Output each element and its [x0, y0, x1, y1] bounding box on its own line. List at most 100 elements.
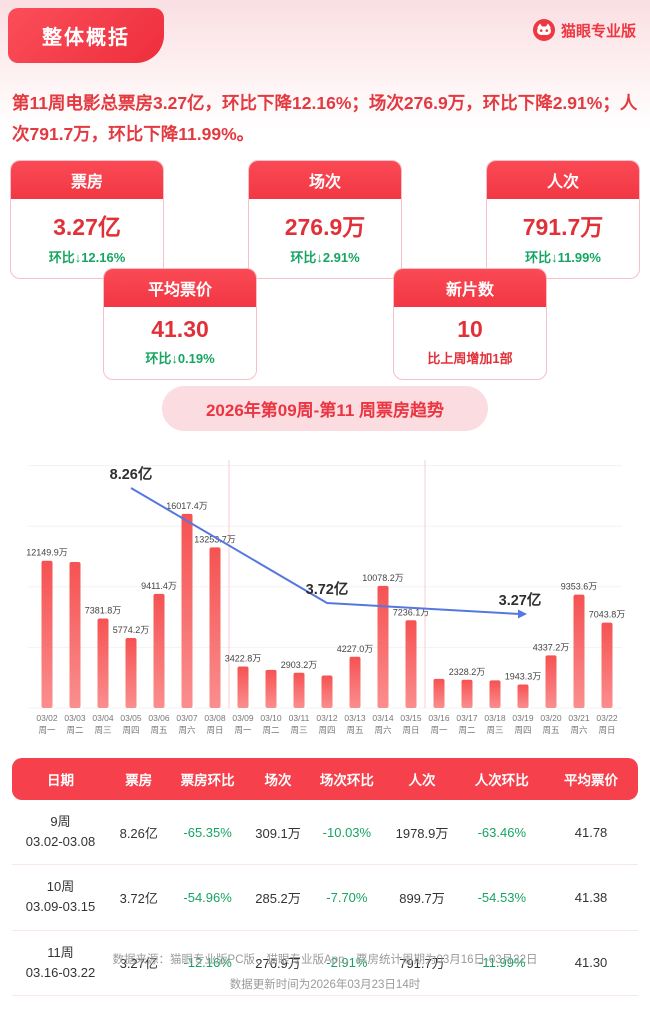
table-cell-week: 10周 03.09-03.15 [25, 879, 96, 915]
x-axis-weekday-label: 周六 [570, 725, 588, 735]
table-header-cell: 人次 [408, 773, 436, 788]
footer-note-source: 数据来源：猫眼专业版PC版、猫眼专业版App，票房统计周期为03月16日-03月… [112, 954, 538, 966]
bar-value-label: 4227.0万 [337, 644, 374, 654]
chart-bar [181, 513, 193, 708]
table-cell: -54.96% [183, 889, 232, 905]
stat-card-value: 276.9万 [284, 214, 366, 240]
x-axis-date-label: 03/05 [120, 713, 142, 723]
chart-bar [125, 638, 137, 708]
x-axis-date-label: 03/17 [456, 713, 478, 723]
x-axis-date-label: 03/06 [148, 713, 170, 723]
bar-value-label: 12149.9万 [26, 548, 68, 558]
stat-card-title: 人次 [487, 161, 639, 199]
stat-card-value: 791.7万 [522, 214, 604, 240]
bar-value-label: 2328.2万 [449, 667, 486, 677]
bar-value-label: 1943.3万 [505, 671, 542, 681]
chart-bar [545, 655, 557, 708]
table-row: 11周 03.16-03.22 3.27亿 -12.16% 276.9万 -2.91% 79… [12, 931, 638, 996]
table-cell: 276.9万 [255, 956, 301, 972]
stat-card-value: 41.30 [151, 316, 209, 342]
table-header-cell: 平均票价 [564, 773, 619, 788]
table-header-cell: 人次环比 [474, 773, 529, 788]
x-axis-weekday-label: 周三 [486, 725, 503, 735]
chart-bar [573, 594, 585, 708]
x-axis-date-label: 03/03 [64, 713, 86, 723]
table-cell-week: 11周 03.16-03.22 [25, 944, 96, 980]
bar-value-label: 7043.8万 [589, 610, 626, 620]
table-cell: -7.70% [326, 889, 368, 905]
x-axis-date-label: 03/10 [260, 713, 282, 723]
table-cell: 8.26亿 [119, 825, 158, 841]
trend-chart: 12149.9万 03/02 周一 03/03 周二 7381.8万 03/04 周三 5774… [26, 460, 626, 735]
brand-name: 猫眼专业版 [560, 22, 636, 40]
stat-card-change: 环比↓12.16% [48, 250, 126, 265]
x-axis-date-label: 03/08 [204, 713, 226, 723]
stat-card-change: 环比↓0.19% [145, 351, 215, 366]
stat-card-change: 环比↓2.91% [290, 250, 360, 265]
chart-bar [461, 679, 473, 708]
summary-text: 第11周电影总票房3.27亿，环比下降12.16%；场次276.9万，环比下降2… [12, 93, 638, 144]
stat-card-title: 票房 [11, 161, 163, 199]
table-cell: 285.2万 [255, 890, 301, 906]
trend-annotation: 3.27亿 [499, 591, 542, 609]
table-cell: -11.99% [478, 955, 526, 971]
chart-bar [321, 675, 333, 708]
trend-line-arrow-icon [518, 609, 527, 619]
x-axis-date-label: 03/21 [568, 713, 590, 723]
x-axis-date-label: 03/04 [92, 713, 114, 723]
stat-cards-row-2: 平均票价 41.30 环比↓0.19% 新片数 10 比上周增加1部 [0, 268, 650, 380]
table-cell: -54.53% [477, 889, 526, 905]
x-axis-weekday-label: 周五 [346, 725, 364, 735]
table-cell: 3.27亿 [119, 956, 158, 972]
bar-value-label: 2903.2万 [281, 660, 318, 670]
stat-card-title: 平均票价 [104, 269, 256, 307]
x-axis-weekday-label: 周五 [542, 725, 560, 735]
x-axis-date-label: 03/22 [596, 713, 618, 723]
table-cell: -2.91% [326, 955, 368, 971]
chart-bar [69, 561, 81, 708]
table-cell: 41.38 [574, 889, 608, 905]
table-body: 9周 03.02-03.08 8.26亿 -65.35% 309.1万 -10.03% 19… [12, 800, 638, 996]
trend-annotation: 3.72亿 [306, 580, 349, 598]
x-axis-weekday-label: 周一 [430, 725, 448, 735]
x-axis-date-label: 03/19 [512, 713, 534, 723]
stat-card-change: 环比↓11.99% [525, 250, 601, 265]
x-axis-date-label: 03/11 [289, 713, 310, 723]
x-axis-weekday-label: 周五 [150, 725, 168, 735]
x-axis-weekday-label: 周一 [38, 725, 56, 735]
x-axis-weekday-label: 周日 [402, 725, 419, 735]
x-axis-weekday-label: 周二 [262, 725, 280, 735]
x-axis-date-label: 03/14 [372, 713, 394, 723]
chart-bar [601, 622, 613, 708]
x-axis-date-label: 03/09 [232, 713, 254, 723]
x-axis-date-label: 03/20 [540, 713, 562, 723]
chart-bar [349, 656, 361, 708]
table-cell: -65.35% [183, 824, 232, 840]
x-axis-weekday-label: 周六 [178, 725, 196, 735]
bar-value-label: 9411.4万 [141, 581, 177, 591]
chart-bar [293, 672, 305, 708]
chart-bar [517, 684, 529, 708]
chart-bar [153, 593, 165, 708]
footer-note-updated: 数据更新时间为2026年03月23日14时 [229, 978, 421, 991]
chart-bar [237, 666, 249, 708]
x-axis-date-label: 03/07 [176, 713, 198, 723]
stat-card-value: 3.27亿 [53, 214, 121, 240]
x-axis-date-label: 03/18 [484, 713, 506, 723]
table-header-row: 日期 票房 票房环比 场次 场次环比 人次 人次环比 平均票价 [12, 758, 638, 800]
x-axis-weekday-label: 周日 [598, 725, 615, 735]
stat-card: 票房 3.27亿环比↓12.16% [10, 160, 164, 279]
bar-value-label: 3422.8万 [225, 654, 262, 664]
table-cell: -10.03% [322, 824, 372, 840]
bar-value-label: 10078.2万 [362, 573, 404, 583]
x-axis-weekday-label: 周一 [234, 725, 252, 735]
bar-value-label: 4337.2万 [533, 642, 570, 652]
table-row: 10周 03.09-03.15 3.72亿 -54.96% 285.2万 -7.70% 89… [12, 865, 638, 931]
bar-value-label: 16017.4万 [166, 501, 208, 511]
x-axis-weekday-label: 周四 [318, 725, 335, 735]
bar-value-label: 7236.1万 [393, 607, 430, 617]
table-cell: -63.46% [477, 824, 526, 840]
x-axis-date-label: 03/02 [36, 713, 58, 723]
x-axis-weekday-label: 周三 [94, 725, 111, 735]
table-header-cell: 场次 [264, 773, 292, 788]
